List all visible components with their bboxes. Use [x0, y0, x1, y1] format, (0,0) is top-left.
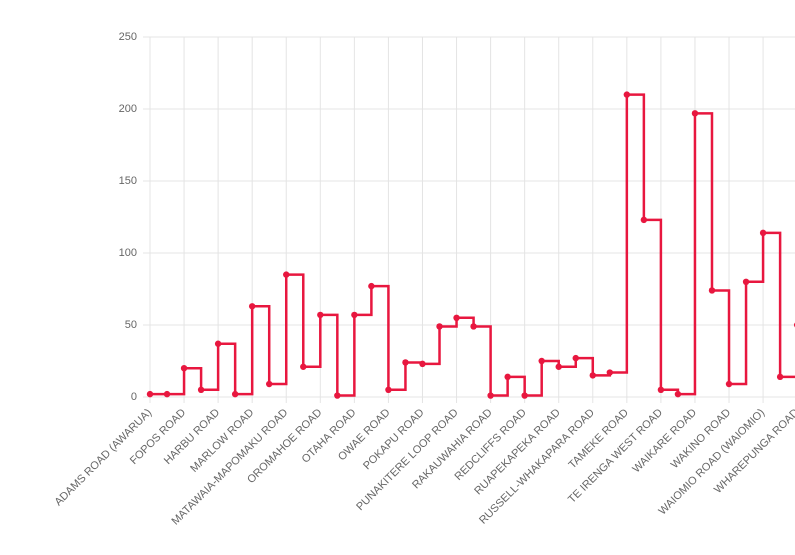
data-point: [248, 303, 256, 310]
data-point: [368, 282, 375, 290]
data-point: [657, 386, 665, 393]
data-point: [521, 392, 528, 399]
data-point: [504, 373, 511, 381]
data-point: [197, 386, 205, 393]
data-point: [180, 365, 188, 372]
data-point: [436, 323, 443, 330]
data-point: [146, 390, 154, 398]
data-point: [453, 314, 460, 321]
data-point: [487, 392, 494, 399]
data-point: [351, 311, 358, 319]
data-point: [419, 360, 426, 368]
y-tick-label: 50: [125, 319, 137, 331]
data-point: [759, 229, 767, 237]
x-tick-label: POKAPU ROAD: [361, 407, 427, 473]
data-point: [674, 390, 682, 398]
y-tick-label: 200: [119, 103, 137, 115]
data-point: [214, 340, 222, 347]
data-point: [572, 354, 579, 362]
data-point: [163, 390, 171, 398]
data-point: [589, 372, 596, 379]
y-tick-label: 0: [131, 391, 137, 403]
data-point: [334, 392, 341, 399]
data-point: [385, 386, 392, 393]
y-tick-label: 100: [119, 247, 137, 259]
data-point: [538, 357, 545, 365]
data-line: [150, 93, 795, 397]
x-tick-label: TAMEKE ROAD: [566, 407, 631, 472]
x-tick-label: MARLOW ROAD: [188, 407, 256, 475]
data-point: [708, 287, 716, 294]
data-point: [300, 363, 307, 370]
data-point: [266, 380, 273, 388]
data-point: [317, 311, 324, 319]
data-point: [606, 369, 614, 376]
data-point: [640, 216, 648, 224]
data-point: [231, 390, 239, 398]
x-tick-label: WAKINO ROAD: [669, 407, 733, 471]
data-point: [555, 363, 562, 370]
data-point: [691, 110, 699, 117]
data-point: [470, 323, 477, 330]
data-point: [283, 271, 290, 278]
x-tick-label: WAIKARE ROAD: [630, 407, 699, 476]
data-point: [402, 359, 409, 366]
data-point: [725, 380, 733, 388]
y-tick-label: 250: [119, 31, 137, 43]
data-point: [776, 373, 784, 381]
y-tick-label: 150: [119, 175, 137, 187]
data-point: [623, 91, 631, 98]
data-point: [742, 278, 750, 285]
